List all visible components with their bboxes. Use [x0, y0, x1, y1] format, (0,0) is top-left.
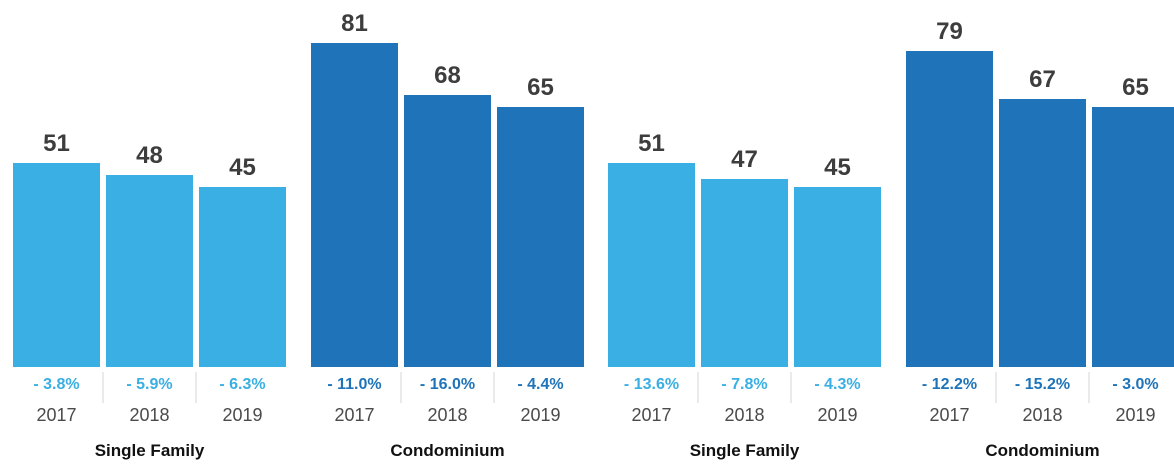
bar-value-label: 47	[731, 146, 758, 173]
percent-change-label: - 3.0%	[1112, 376, 1158, 393]
x-tick-label: 2018	[724, 405, 764, 425]
percent-change-label: - 7.8%	[721, 376, 767, 393]
x-tick-label: 2018	[427, 405, 467, 425]
group-label: Single Family	[95, 441, 205, 460]
group-label: Condominium	[390, 441, 504, 460]
percent-change-label: - 13.6%	[624, 376, 679, 393]
x-tick-label: 2019	[520, 405, 560, 425]
bar-value-label: 51	[638, 130, 665, 157]
bar-value-label: 81	[341, 10, 368, 37]
x-tick-label: 2017	[929, 405, 969, 425]
x-tick-label: 2017	[36, 405, 76, 425]
group-label: Condominium	[985, 441, 1099, 460]
bar-value-label: 67	[1029, 66, 1056, 93]
bar-value-label: 51	[43, 130, 70, 157]
bar	[13, 163, 100, 367]
bar-value-label: 45	[229, 154, 256, 181]
percent-change-label: - 5.9%	[126, 376, 172, 393]
bar	[106, 175, 193, 367]
percent-change-label: - 4.4%	[517, 376, 563, 393]
percent-change-label: - 12.2%	[922, 376, 977, 393]
percent-change-label: - 4.3%	[814, 376, 860, 393]
x-tick-label: 2019	[1115, 405, 1155, 425]
bar-value-label: 45	[824, 154, 851, 181]
percent-change-label: - 6.3%	[219, 376, 265, 393]
bar-value-label: 48	[136, 142, 163, 169]
percent-change-label: - 3.8%	[33, 376, 79, 393]
bar-value-label: 65	[1122, 74, 1149, 101]
x-tick-label: 2017	[334, 405, 374, 425]
bar	[404, 95, 491, 367]
x-tick-label: 2018	[129, 405, 169, 425]
percent-change-label: - 15.2%	[1015, 376, 1070, 393]
bar-value-label: 65	[527, 74, 554, 101]
bar	[199, 187, 286, 367]
percent-change-label: - 11.0%	[327, 376, 381, 393]
bar	[701, 179, 788, 367]
group-label: Single Family	[690, 441, 800, 460]
bar	[311, 43, 398, 367]
x-tick-label: 2019	[222, 405, 262, 425]
x-tick-label: 2017	[631, 405, 671, 425]
x-tick-label: 2019	[817, 405, 857, 425]
bar	[999, 99, 1086, 367]
bar-value-label: 68	[434, 62, 461, 89]
percent-change-label: - 16.0%	[420, 376, 475, 393]
bar	[1092, 107, 1174, 367]
bar	[497, 107, 584, 367]
bar-value-label: 79	[936, 18, 963, 45]
bar	[608, 163, 695, 367]
x-tick-label: 2018	[1022, 405, 1062, 425]
bar	[906, 51, 993, 367]
bar	[794, 187, 881, 367]
